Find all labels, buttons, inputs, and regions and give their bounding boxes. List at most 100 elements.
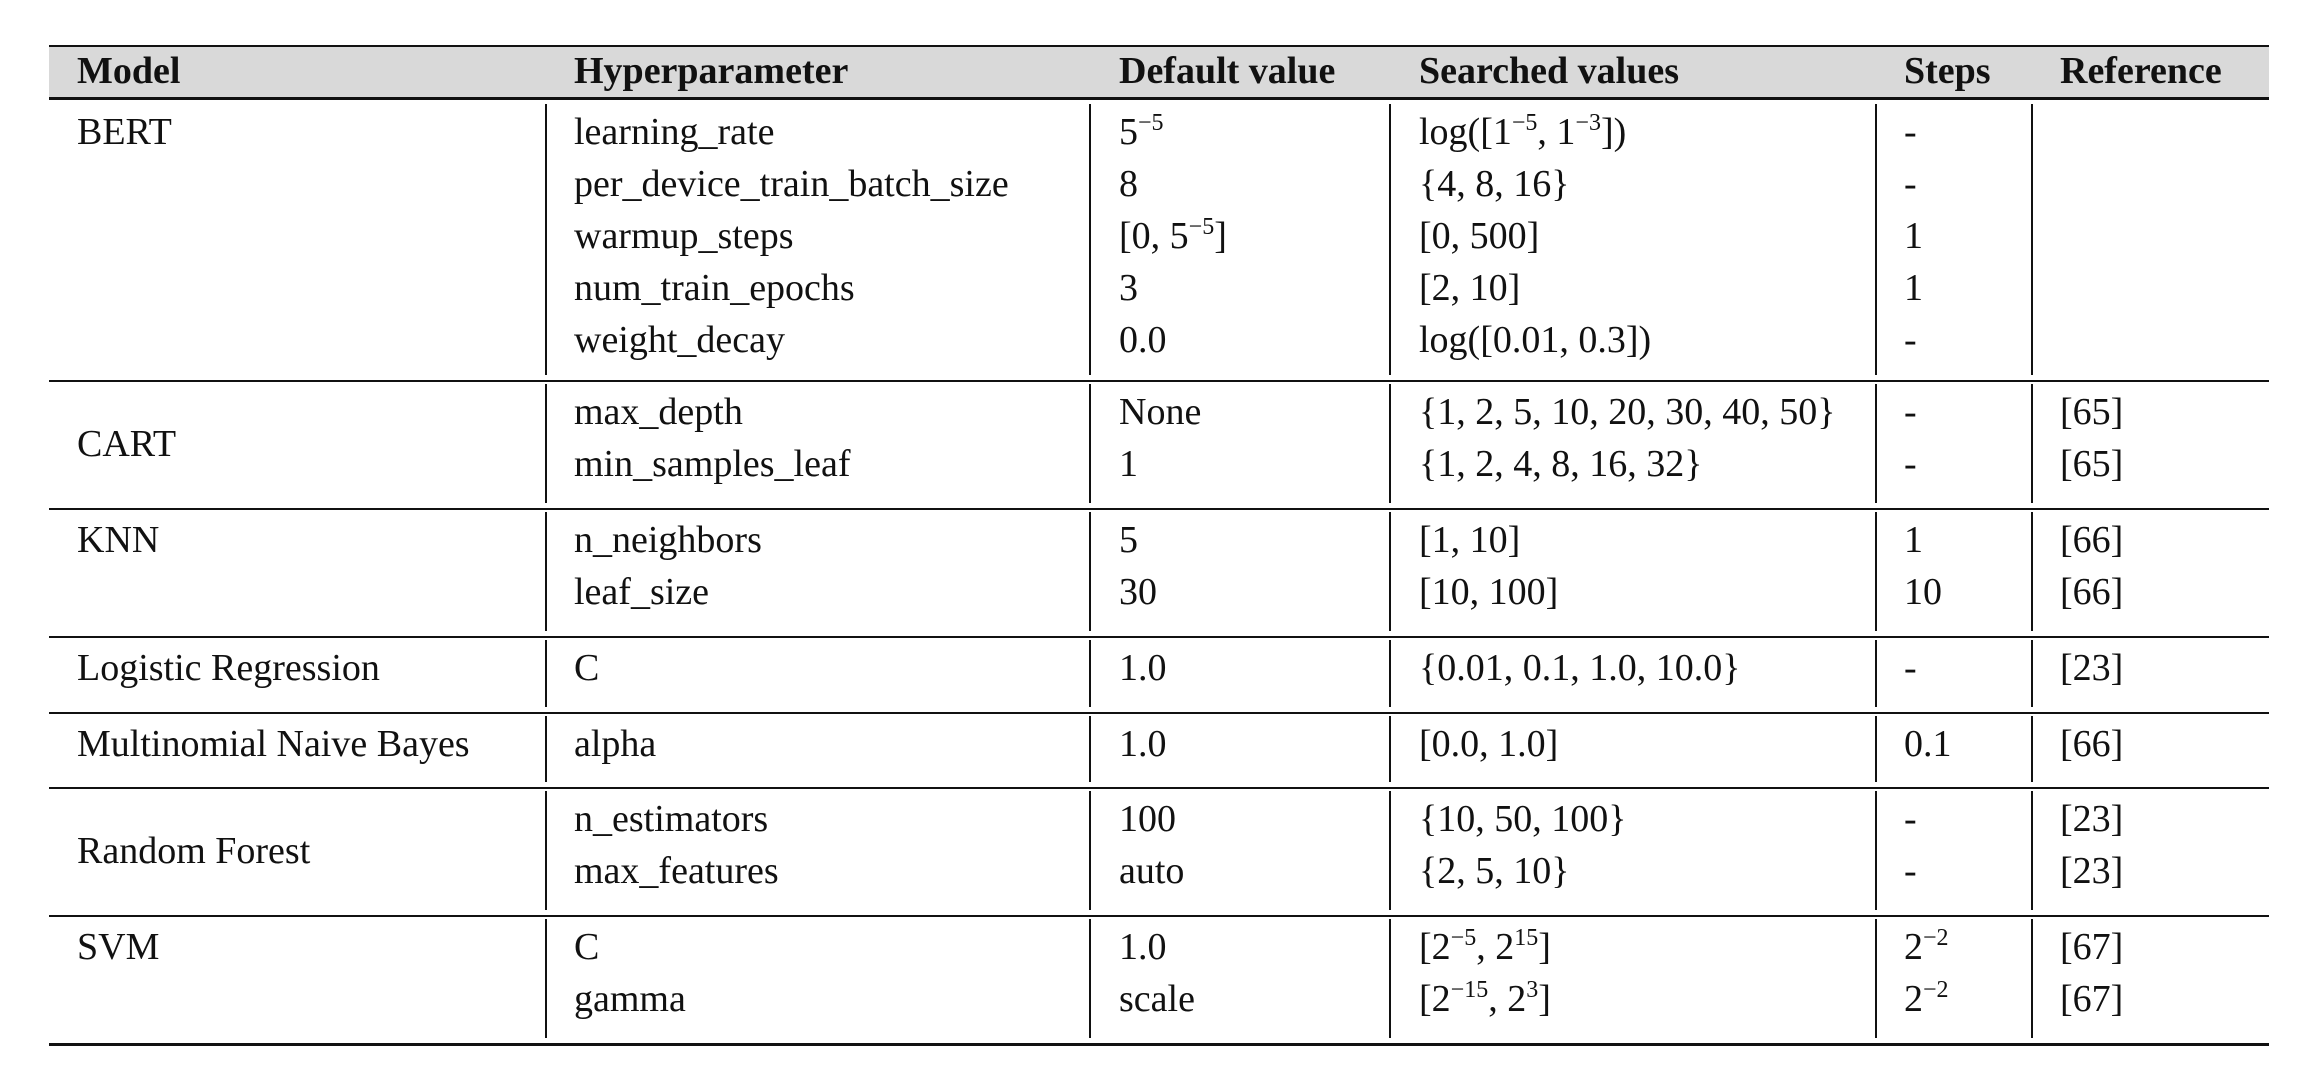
steps-cell: 1 bbox=[1904, 267, 1923, 309]
searched-values-cell: log([1−5, 1−3]) bbox=[1419, 110, 1627, 153]
hyperparameter-cell: n_estimators bbox=[574, 798, 769, 840]
steps-cell: - bbox=[1904, 391, 1917, 433]
reference-cell: [66] bbox=[2060, 571, 2124, 613]
default-value-cell: 1.0 bbox=[1119, 723, 1167, 765]
group-separator bbox=[49, 636, 2269, 638]
header-hyperparameter: Hyperparameter bbox=[574, 50, 849, 92]
header-searched-values: Searched values bbox=[1419, 50, 1680, 92]
group-separator bbox=[49, 508, 2269, 510]
steps-cell: - bbox=[1904, 850, 1917, 892]
steps-cell: 1 bbox=[1904, 215, 1923, 257]
default-value-cell: [0, 5−5] bbox=[1119, 214, 1227, 257]
header-rule bbox=[49, 97, 2269, 100]
steps-cell: - bbox=[1904, 443, 1917, 485]
default-value-cell: 1.0 bbox=[1119, 926, 1167, 968]
hyperparameter-cell: C bbox=[574, 926, 600, 968]
hyperparameter-cell: leaf_size bbox=[574, 571, 710, 613]
group-separator bbox=[49, 712, 2269, 714]
hyperparameter-cell: learning_rate bbox=[574, 111, 775, 153]
bottom-rule bbox=[49, 1043, 2269, 1046]
default-value-cell: 0.0 bbox=[1119, 319, 1167, 361]
hyperparameter-cell: weight_decay bbox=[574, 319, 786, 361]
steps-cell: - bbox=[1904, 798, 1917, 840]
column-separator bbox=[1089, 791, 1091, 910]
header-steps: Steps bbox=[1904, 50, 1991, 92]
searched-values-cell: [0.0, 1.0] bbox=[1419, 723, 1559, 765]
column-separator bbox=[1875, 512, 1877, 631]
column-separator bbox=[1875, 104, 1877, 375]
reference-cell: [65] bbox=[2060, 391, 2124, 433]
column-separator bbox=[2031, 640, 2033, 707]
default-value-cell: 1 bbox=[1119, 443, 1138, 485]
searched-values-cell: [2−5, 215] bbox=[1419, 925, 1551, 968]
column-separator bbox=[1089, 640, 1091, 707]
default-value-cell: 1.0 bbox=[1119, 647, 1167, 689]
searched-values-cell: {0.01, 0.1, 1.0, 10.0} bbox=[1419, 647, 1741, 689]
reference-cell: [65] bbox=[2060, 443, 2124, 485]
reference-cell: [23] bbox=[2060, 850, 2124, 892]
default-value-cell: auto bbox=[1119, 850, 1185, 892]
column-separator bbox=[545, 104, 547, 375]
column-separator bbox=[545, 384, 547, 503]
column-separator bbox=[2031, 384, 2033, 503]
column-separator bbox=[1389, 791, 1391, 910]
column-separator bbox=[545, 919, 547, 1038]
column-separator bbox=[1089, 919, 1091, 1038]
hyperparameter-cell: max_depth bbox=[574, 391, 743, 433]
hyperparameter-cell: per_device_train_batch_size bbox=[574, 163, 1009, 205]
steps-cell: - bbox=[1904, 163, 1917, 205]
reference-cell: [67] bbox=[2060, 926, 2124, 968]
steps-cell: - bbox=[1904, 647, 1917, 689]
column-separator bbox=[1089, 716, 1091, 782]
searched-values-cell: {1, 2, 4, 8, 16, 32} bbox=[1419, 443, 1703, 485]
column-separator bbox=[1389, 640, 1391, 707]
header-default-value: Default value bbox=[1119, 50, 1336, 92]
reference-cell: [67] bbox=[2060, 978, 2124, 1020]
steps-cell: 0.1 bbox=[1904, 723, 1952, 765]
column-separator bbox=[1389, 716, 1391, 782]
group-separator bbox=[49, 915, 2269, 917]
searched-values-cell: [2−15, 23] bbox=[1419, 977, 1551, 1020]
column-separator bbox=[1389, 104, 1391, 375]
column-separator bbox=[1875, 716, 1877, 782]
model-name: Random Forest bbox=[77, 830, 311, 872]
default-value-cell: 30 bbox=[1119, 571, 1157, 613]
searched-values-cell: [10, 100] bbox=[1419, 571, 1559, 613]
steps-cell: 2−2 bbox=[1904, 977, 1949, 1020]
header-model: Model bbox=[77, 50, 181, 92]
model-name: KNN bbox=[77, 519, 160, 561]
searched-values-cell: [0, 500] bbox=[1419, 215, 1540, 257]
searched-values-cell: {1, 2, 5, 10, 20, 30, 40, 50} bbox=[1419, 391, 1836, 433]
column-separator bbox=[2031, 919, 2033, 1038]
reference-cell: [23] bbox=[2060, 798, 2124, 840]
column-separator bbox=[1875, 791, 1877, 910]
column-separator bbox=[545, 640, 547, 707]
steps-cell: - bbox=[1904, 111, 1917, 153]
reference-cell: [66] bbox=[2060, 519, 2124, 561]
searched-values-cell: [2, 10] bbox=[1419, 267, 1521, 309]
column-separator bbox=[1389, 919, 1391, 1038]
table-header-background bbox=[49, 45, 2269, 97]
column-separator bbox=[2031, 791, 2033, 910]
group-separator bbox=[49, 787, 2269, 789]
hyperparameter-cell: min_samples_leaf bbox=[574, 443, 851, 485]
searched-values-cell: log([0.01, 0.3]) bbox=[1419, 319, 1652, 361]
column-separator bbox=[545, 791, 547, 910]
column-separator bbox=[1089, 512, 1091, 631]
group-separator bbox=[49, 380, 2269, 382]
hyperparameter-cell: gamma bbox=[574, 978, 686, 1020]
searched-values-cell: [1, 10] bbox=[1419, 519, 1521, 561]
model-name: Multinomial Naive Bayes bbox=[77, 723, 470, 765]
searched-values-cell: {4, 8, 16} bbox=[1419, 163, 1570, 205]
hyperparameter-cell: alpha bbox=[574, 723, 657, 765]
searched-values-cell: {2, 5, 10} bbox=[1419, 850, 1570, 892]
reference-cell: [66] bbox=[2060, 723, 2124, 765]
column-separator bbox=[1389, 384, 1391, 503]
column-separator bbox=[2031, 104, 2033, 375]
hyperparameter-cell: C bbox=[574, 647, 600, 689]
hyperparameter-cell: n_neighbors bbox=[574, 519, 762, 561]
steps-cell: 1 bbox=[1904, 519, 1923, 561]
searched-values-cell: {10, 50, 100} bbox=[1419, 798, 1627, 840]
steps-cell: - bbox=[1904, 319, 1917, 361]
default-value-cell: 3 bbox=[1119, 267, 1138, 309]
